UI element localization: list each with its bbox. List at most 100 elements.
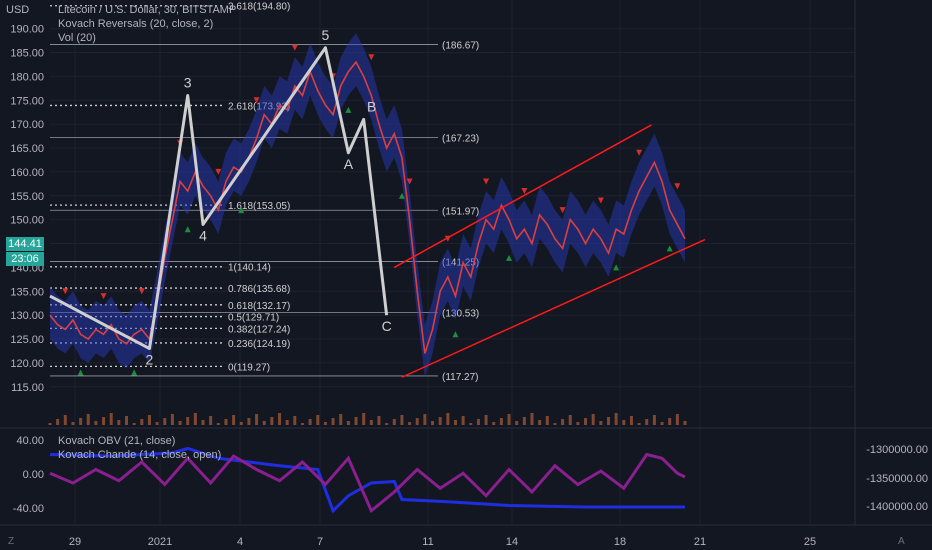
y-tick-label: 190.00 [10, 24, 44, 36]
y-tick-label: 180.00 [10, 71, 44, 83]
y-tick-label: 120.00 [10, 358, 44, 370]
chande-line [49, 452, 686, 514]
lower-left-tick: 0.00 [23, 469, 44, 481]
volume-bar [300, 423, 304, 425]
volume-bar [308, 419, 312, 425]
volume-bar [125, 416, 129, 425]
wave-label: 2 [146, 352, 154, 368]
x-tick-label: 7 [317, 536, 323, 548]
obv-line [49, 446, 685, 514]
volume-bar [568, 415, 572, 425]
volume-bar [132, 423, 136, 425]
reversal-up-marker [506, 254, 513, 261]
volume-bar [117, 420, 121, 425]
legend-kovach-chande[interactable]: Kovach Chande (14, close, open) [58, 449, 222, 461]
y-tick-label: 175.00 [10, 95, 44, 107]
volume-bar [476, 419, 480, 425]
volume-bar [354, 417, 358, 425]
volume-bar [515, 421, 519, 425]
volume-bar [323, 422, 327, 425]
chart-title: Litecoin / U.S. Dollar, 30, BITSTAMP [58, 4, 237, 16]
legend-volume[interactable]: Vol (20) [58, 32, 96, 44]
fib-level-label: 3.618(194.80) [228, 2, 290, 13]
volume-bar [606, 417, 610, 425]
reversal-down-marker [483, 178, 490, 185]
volume-bar [576, 422, 580, 425]
reversal-down-marker [138, 288, 145, 295]
x-tick-label: 2021 [148, 536, 172, 548]
volume-bar [484, 415, 488, 425]
volume-bar [155, 422, 159, 425]
volume-bar [316, 415, 320, 425]
volume-bar [408, 422, 412, 425]
x-tick-label: 18 [614, 536, 626, 548]
volume-bar [530, 413, 534, 425]
reversal-up-marker [131, 369, 138, 376]
y-tick-label: 160.00 [10, 167, 44, 179]
wave-label: 3 [184, 75, 192, 91]
fib-level-label: 2.618(173.92) [228, 101, 290, 112]
wave-label: C [382, 318, 392, 334]
legend-kovach-reversals[interactable]: Kovach Reversals (20, close, 2) [58, 18, 214, 30]
volume-bar [270, 417, 274, 425]
reversal-down-marker [100, 293, 107, 300]
volume-bar [538, 420, 542, 425]
volume-bar [545, 416, 549, 425]
horizontal-level-label: (151.97) [442, 206, 479, 217]
volume-bar [446, 413, 450, 425]
x-tick-label: 11 [422, 536, 433, 548]
auto-scale-icon[interactable]: A [898, 536, 905, 547]
volume-bar [79, 418, 83, 425]
volume-bar [461, 416, 465, 425]
volume-bar [369, 420, 373, 425]
volume-bar [492, 422, 496, 425]
volume-bar [109, 413, 113, 425]
fib-level-label: 0.786(135.68) [228, 284, 290, 295]
horizontal-level-label: (186.67) [442, 41, 479, 52]
volume-bar [285, 420, 289, 425]
fib-level-label: 0.618(132.17) [228, 301, 290, 312]
x-tick-label: 21 [694, 536, 706, 548]
horizontal-level-label: (117.27) [442, 372, 479, 383]
reversal-up-marker [345, 106, 352, 113]
lower-left-tick: -40.00 [13, 503, 44, 515]
volume-bar [102, 417, 106, 425]
reversal-up-marker [238, 207, 245, 214]
volume-bar [293, 416, 297, 425]
volume-bar [584, 418, 588, 425]
fib-level-label: 0.5(129.71) [228, 313, 279, 324]
legend-kovach-obv[interactable]: Kovach OBV (21, close) [58, 435, 176, 447]
y-tick-label: 115.00 [11, 382, 44, 394]
volume-bar [163, 418, 167, 425]
volume-bar [469, 423, 473, 425]
volume-bar [63, 415, 67, 425]
volume-bar [278, 413, 282, 425]
volume-bar [431, 421, 435, 425]
volume-bar [453, 420, 457, 425]
horizontal-level-label: (130.53) [442, 309, 479, 320]
fib-level-label: 0(119.27) [228, 362, 270, 373]
volume-bar [247, 418, 251, 425]
timezone-icon[interactable]: Z [8, 536, 15, 547]
volume-bar [56, 419, 60, 425]
y-tick-label: 125.00 [10, 334, 44, 346]
volume-bar [660, 422, 664, 425]
volume-bar [553, 423, 557, 425]
lower-right-tick: -1400000.00 [866, 501, 928, 513]
volume-bar [262, 421, 266, 425]
volume-bar [331, 418, 335, 425]
lower-right-tick: -1300000.00 [866, 444, 928, 456]
volume-bar [652, 415, 656, 425]
volume-bar [71, 422, 75, 425]
wave-label: 4 [199, 227, 207, 243]
wave-label: 5 [322, 27, 330, 43]
fib-level-label: 0.382(127.24) [228, 324, 290, 335]
volume-bar [591, 414, 595, 425]
reversal-up-marker [613, 264, 620, 271]
volume-bar [239, 422, 243, 425]
volume-bar [499, 418, 503, 425]
volume-bar [629, 416, 633, 425]
volume-bar [209, 416, 213, 425]
volume-bar [362, 413, 366, 425]
